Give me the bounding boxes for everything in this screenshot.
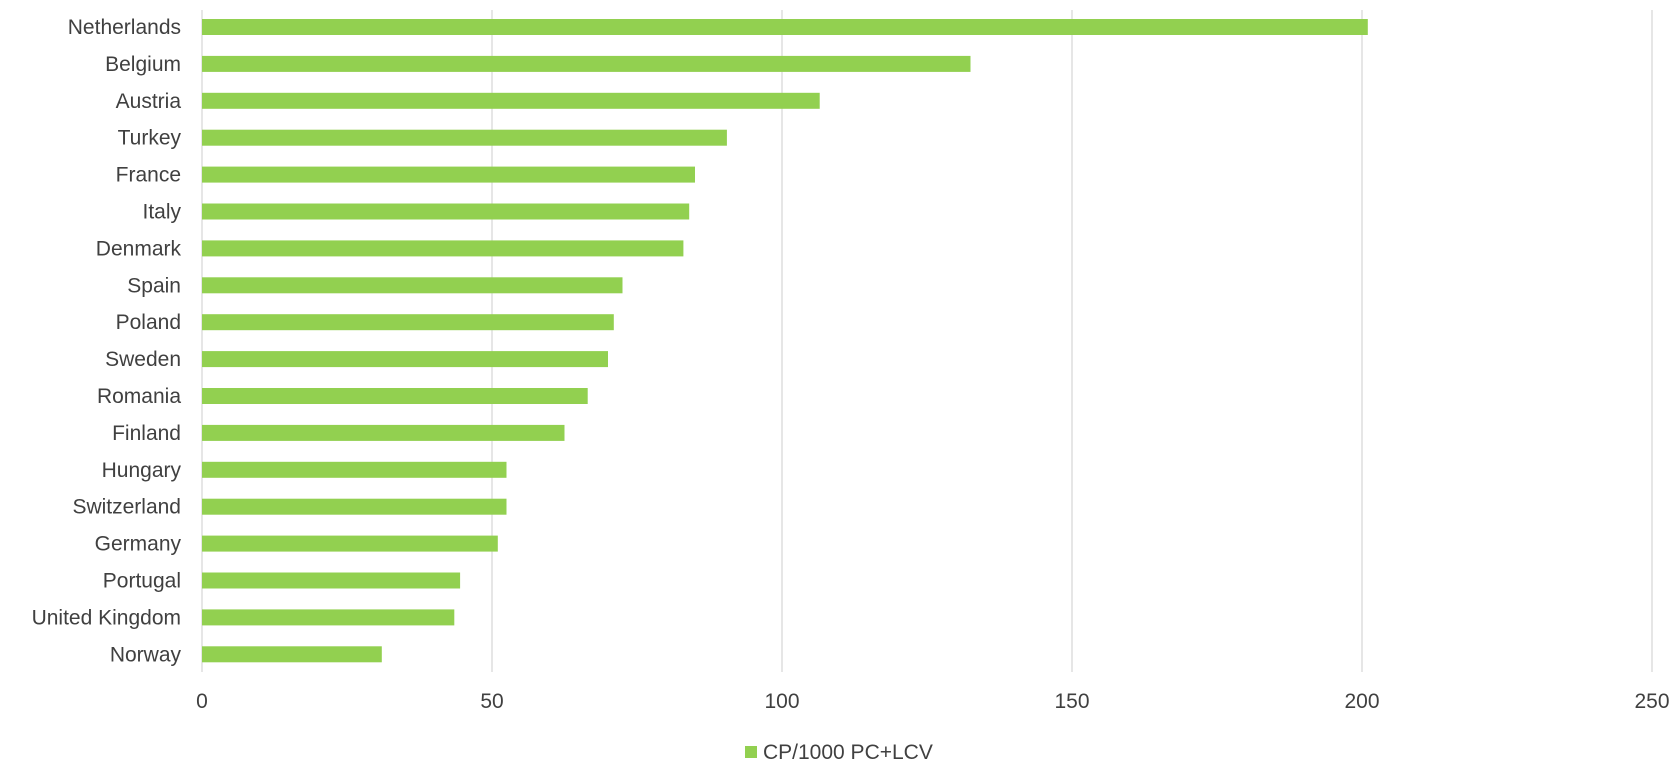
category-label: Poland — [116, 311, 181, 334]
bar-austria — [202, 92, 820, 109]
bar-portugal — [202, 572, 461, 589]
category-label: Italy — [142, 201, 181, 224]
category-label: Norway — [110, 643, 182, 666]
bar-romania — [202, 388, 588, 404]
bar-netherlands — [202, 19, 1368, 35]
bar-belgium — [202, 55, 971, 72]
x-tick-label-100: 100 — [764, 690, 799, 713]
category-label: France — [116, 164, 181, 187]
bar-spain — [202, 277, 623, 294]
category-label: Sweden — [105, 348, 181, 371]
bar-sweden — [202, 351, 608, 368]
category-label: Portugal — [103, 570, 181, 593]
legend-swatch — [745, 746, 757, 758]
bar-denmark — [202, 240, 684, 257]
category-label: Switzerland — [72, 496, 181, 519]
bar-united-kingdom — [202, 609, 455, 626]
category-label: Spain — [127, 274, 181, 297]
category-label: Germany — [95, 533, 182, 556]
bar-france — [202, 166, 695, 183]
gridlines — [201, 10, 1653, 672]
bar-turkey — [202, 129, 727, 146]
category-label: Austria — [116, 90, 182, 113]
x-tick-label-0: 0 — [196, 690, 208, 713]
category-label: Romania — [97, 385, 181, 408]
legend-label: CP/1000 PC+LCV — [763, 741, 933, 760]
category-label: Hungary — [102, 459, 182, 482]
bars — [202, 19, 1368, 663]
legend: CP/1000 PC+LCV — [745, 741, 933, 760]
category-label: Finland — [112, 422, 181, 445]
x-tick-label-50: 50 — [480, 690, 503, 713]
bar-hungary — [202, 461, 507, 478]
bar-poland — [202, 314, 614, 331]
category-label: Netherlands — [68, 16, 181, 39]
category-label: Turkey — [118, 127, 182, 150]
x-tick-label-250: 250 — [1634, 690, 1669, 713]
category-labels: Netherlands Belgium Austria Turkey France Ita… — [32, 16, 182, 666]
category-label: Denmark — [96, 237, 182, 260]
x-tick-labels: 0 50 100 150 200 250 — [196, 690, 1669, 713]
bar-switzerland — [202, 498, 507, 515]
x-tick-label-150: 150 — [1054, 690, 1089, 713]
category-label: United Kingdom — [32, 606, 181, 629]
bar-italy — [202, 203, 690, 220]
bar-germany — [202, 535, 498, 552]
category-label: Belgium — [105, 53, 181, 76]
bar-finland — [202, 424, 565, 441]
x-tick-label-200: 200 — [1344, 690, 1379, 713]
bar-norway — [202, 646, 382, 663]
